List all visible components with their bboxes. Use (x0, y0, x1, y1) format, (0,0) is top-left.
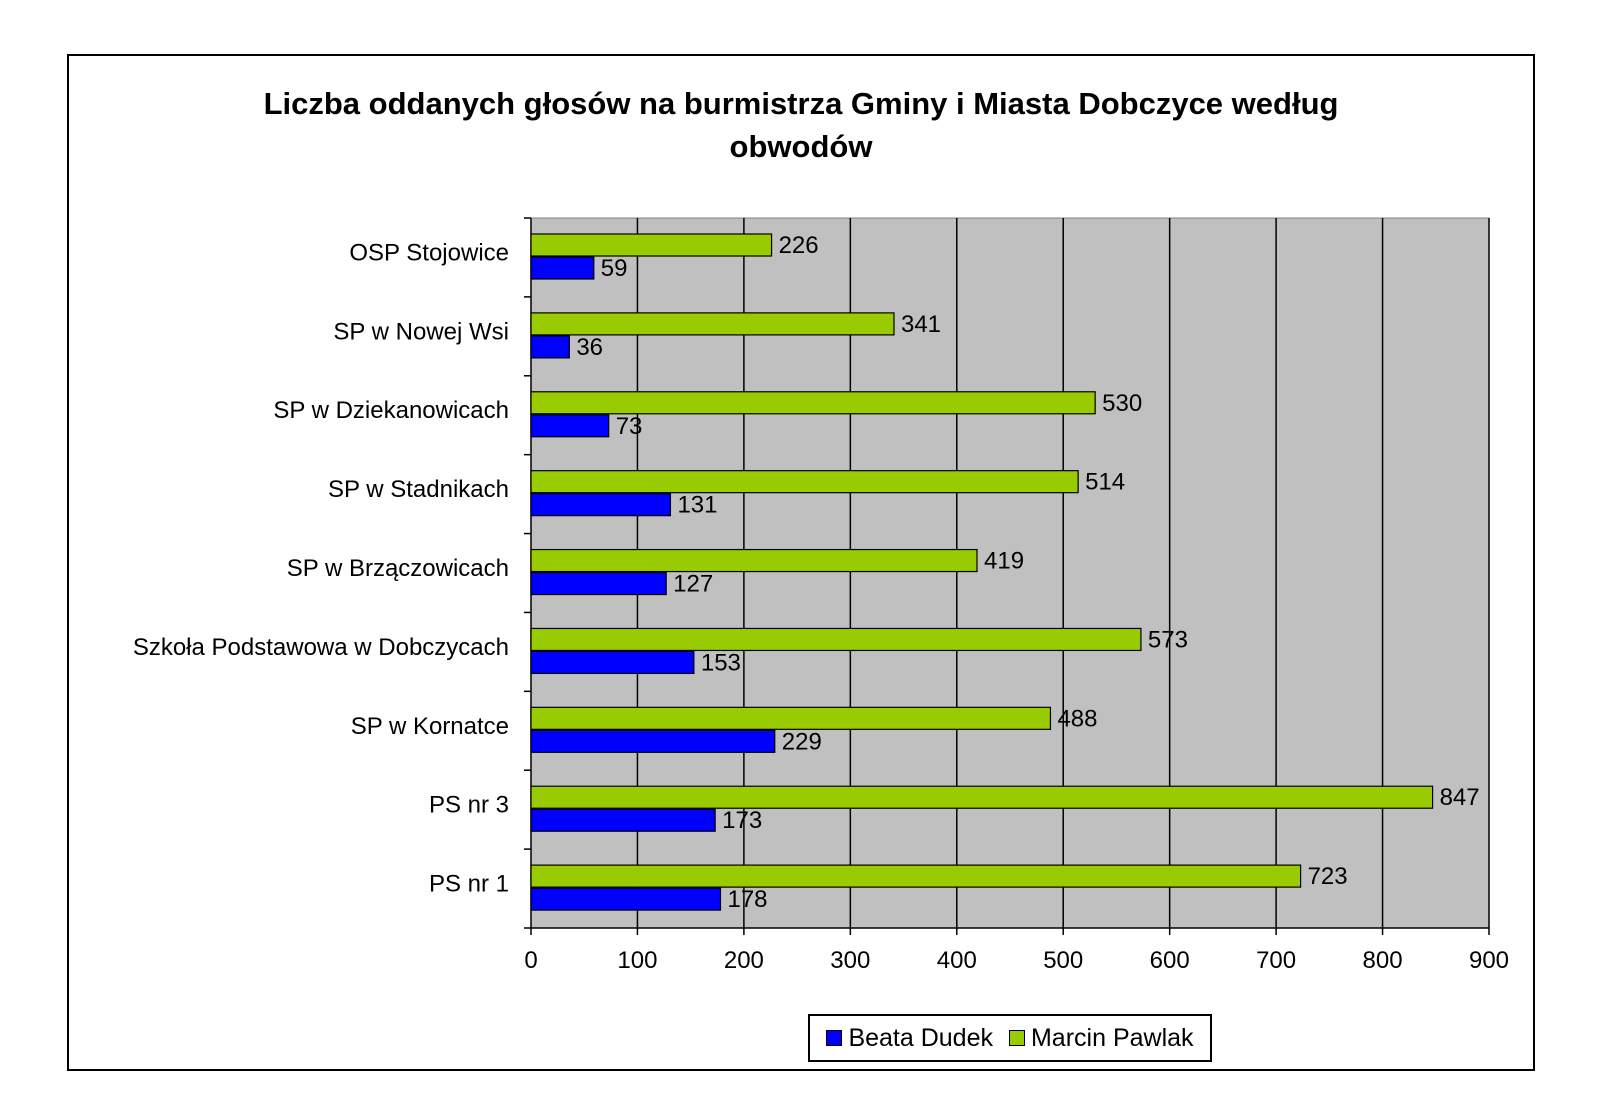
category-label-sp-w-brzaczowicach: SP w Brzączowicach (287, 555, 509, 582)
bar-beata-dudek-ps-nr-1 (530, 887, 722, 911)
bar-marcin-pawlak-sp-w-nowej-wsi (530, 312, 895, 336)
data-label-marcin-pawlak-sp-w-kornatce: 488 (1057, 705, 1097, 732)
data-label-beata-dudek-sp-w-brzaczowicach: 127 (673, 571, 713, 598)
category-label-sp-w-nowej-wsi: SP w Nowej Wsi (333, 318, 509, 345)
legend: Beata Dudek Marcin Pawlak (808, 1014, 1212, 1062)
data-label-marcin-pawlak-sp-w-nowej-wsi: 341 (901, 311, 941, 338)
category-label-osp-stojowice: OSP Stojowice (349, 239, 509, 266)
data-label-beata-dudek-szkola-podstawowa-w-dobczycach: 153 (701, 649, 741, 676)
x-tick-label: 700 (1256, 947, 1296, 974)
category-label-ps-nr-3: PS nr 3 (429, 792, 509, 819)
x-tick-label: 100 (617, 947, 657, 974)
bar-beata-dudek-ps-nr-3 (530, 808, 716, 832)
bar-beata-dudek-sp-w-stadnikach (530, 493, 672, 517)
bar-beata-dudek-sp-w-nowej-wsi (530, 335, 570, 359)
data-label-beata-dudek-sp-w-dziekanowicach: 73 (616, 413, 643, 440)
x-tick-label: 500 (1043, 947, 1083, 974)
bar-beata-dudek-osp-stojowice (530, 256, 595, 280)
x-tick-label: 600 (1150, 947, 1190, 974)
data-label-marcin-pawlak-ps-nr-1: 723 (1308, 863, 1348, 890)
data-label-beata-dudek-sp-w-nowej-wsi: 36 (576, 334, 603, 361)
bar-beata-dudek-sp-w-kornatce (530, 729, 776, 753)
bar-beata-dudek-sp-w-brzaczowicach (530, 571, 667, 596)
bar-beata-dudek-szkola-podstawowa-w-dobczycach (530, 650, 695, 675)
x-tick-label: 0 (524, 947, 537, 974)
bar-marcin-pawlak-ps-nr-3 (530, 785, 1434, 809)
x-tick-label: 200 (724, 947, 764, 974)
data-label-beata-dudek-sp-w-stadnikach: 131 (677, 492, 717, 519)
legend-swatch-marcin-pawlak (1008, 1030, 1025, 1046)
data-label-marcin-pawlak-szkola-podstawowa-w-dobczycach: 573 (1148, 626, 1188, 653)
legend-item-marcin-pawlak: Marcin Pawlak (1008, 1023, 1194, 1053)
x-tick-label: 800 (1363, 947, 1403, 974)
x-tick-label: 900 (1469, 947, 1509, 974)
legend-item-beata-dudek: Beata Dudek (826, 1024, 993, 1053)
chart-title: Liczba oddanych głosów na burmistrza Gmi… (67, 82, 1535, 168)
bar-marcin-pawlak-ps-nr-1 (530, 864, 1302, 888)
legend-label-marcin-pawlak: Marcin Pawlak (1030, 1023, 1194, 1052)
data-label-marcin-pawlak-osp-stojowice: 226 (779, 232, 819, 259)
data-label-beata-dudek-ps-nr-3: 173 (722, 807, 762, 834)
data-label-beata-dudek-osp-stojowice: 59 (601, 255, 628, 282)
bar-marcin-pawlak-sp-w-kornatce (530, 706, 1052, 730)
bar-marcin-pawlak-szkola-podstawowa-w-dobczycach (530, 627, 1142, 652)
x-tick-label: 300 (830, 947, 870, 974)
data-label-marcin-pawlak-sp-w-brzaczowicach: 419 (984, 548, 1024, 575)
bar-beata-dudek-sp-w-dziekanowicach (530, 414, 610, 438)
data-label-beata-dudek-sp-w-kornatce: 229 (782, 728, 822, 755)
chart-title-line-2: obwodów (729, 129, 873, 164)
bar-marcin-pawlak-sp-w-brzaczowicach (530, 548, 978, 573)
x-tick-label: 400 (937, 947, 977, 974)
legend-label-beata-dudek: Beata Dudek (848, 1023, 993, 1052)
legend-swatch-beata-dudek (826, 1030, 843, 1046)
category-label-sp-w-dziekanowicach: SP w Dziekanowicach (273, 397, 509, 424)
category-label-szkola-podstawowa-w-dobczycach: Szkoła Podstawowa w Dobczycach (133, 634, 509, 661)
bar-marcin-pawlak-sp-w-dziekanowicach (530, 391, 1096, 415)
bar-marcin-pawlak-osp-stojowice (530, 233, 773, 257)
data-label-marcin-pawlak-sp-w-dziekanowicach: 530 (1102, 390, 1142, 417)
chart-title-line-1: Liczba oddanych głosów na burmistrza Gmi… (263, 86, 1339, 121)
category-label-sp-w-kornatce: SP w Kornatce (351, 713, 509, 740)
category-label-ps-nr-1: PS nr 1 (429, 871, 509, 898)
data-label-marcin-pawlak-sp-w-stadnikach: 514 (1085, 469, 1125, 496)
data-label-marcin-pawlak-ps-nr-3: 847 (1440, 784, 1480, 811)
data-label-beata-dudek-ps-nr-1: 178 (727, 886, 767, 913)
category-label-sp-w-stadnikach: SP w Stadnikach (328, 476, 509, 503)
bar-marcin-pawlak-sp-w-stadnikach (530, 470, 1079, 494)
